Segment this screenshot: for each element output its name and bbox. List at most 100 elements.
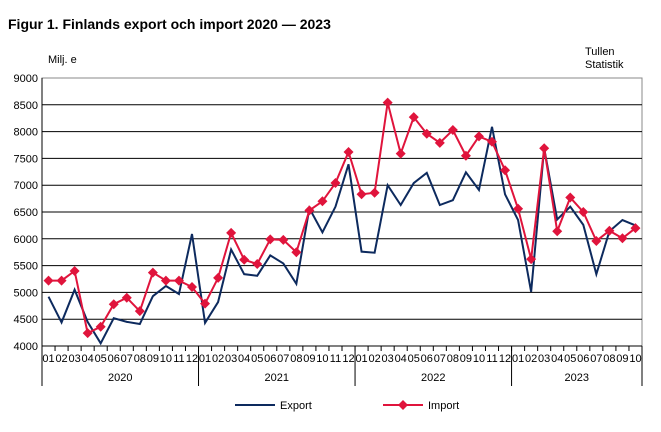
x-tick-label: 10: [629, 353, 641, 365]
x-tick-label: 02: [212, 353, 224, 365]
data-point: [591, 235, 602, 246]
y-tick-label: 8000: [14, 127, 38, 139]
data-point: [121, 292, 132, 303]
data-point: [604, 225, 615, 236]
x-tick-label: 03: [538, 353, 550, 365]
x-tick-label: 06: [108, 353, 120, 365]
data-point: [473, 131, 484, 142]
data-point: [330, 178, 341, 189]
legend-label: Import: [428, 400, 459, 412]
x-tick-label: 06: [577, 353, 589, 365]
x-tick-label: 03: [382, 353, 394, 365]
data-point: [382, 97, 393, 108]
x-tick-label: 12: [342, 353, 354, 365]
x-tick-label: 01: [512, 353, 524, 365]
x-tick-label: 09: [460, 353, 472, 365]
x-tick-label: 04: [238, 353, 250, 365]
x-tick-label: 09: [303, 353, 315, 365]
x-tick-label: 05: [408, 353, 420, 365]
x-tick-label: 09: [147, 353, 159, 365]
data-point: [278, 234, 289, 245]
y-tick-label: 7000: [14, 180, 38, 192]
data-point: [147, 267, 158, 278]
x-tick-label: 02: [525, 353, 537, 365]
data-point: [265, 234, 276, 245]
x-tick-label: 10: [473, 353, 485, 365]
x-tick-label: 07: [121, 353, 133, 365]
data-point: [56, 275, 67, 286]
data-point: [173, 275, 184, 286]
x-tick-label: 05: [564, 353, 576, 365]
series-line-import: [48, 102, 637, 335]
y-tick-label: 5000: [14, 287, 38, 299]
data-point: [487, 136, 497, 147]
data-point: [43, 275, 54, 286]
x-tick-label: 02: [368, 353, 380, 365]
data-point: [213, 272, 224, 283]
year-label: 2021: [265, 372, 289, 384]
x-tick-label: 12: [499, 353, 511, 365]
x-tick-label: 11: [173, 353, 184, 365]
data-point: [539, 143, 550, 154]
data-point: [434, 137, 445, 148]
x-tick-label: 02: [55, 353, 67, 365]
x-tick-label: 06: [421, 353, 433, 365]
series-line-export: [47, 126, 636, 346]
y-tick-label: 4000: [14, 341, 38, 353]
x-tick-label: 04: [395, 353, 407, 365]
data-point: [447, 124, 458, 135]
x-tick-label: 07: [434, 353, 446, 365]
data-point: [108, 299, 119, 310]
data-point: [82, 328, 93, 339]
data-point: [304, 205, 315, 216]
source-line: Tullen: [585, 46, 615, 58]
data-point: [617, 233, 628, 244]
data-point: [160, 275, 171, 286]
y-tick-label: 4500: [14, 314, 38, 326]
data-point: [395, 148, 406, 159]
x-tick-label: 08: [134, 353, 146, 365]
data-point: [291, 247, 302, 258]
year-label: 2020: [108, 372, 132, 384]
data-point: [408, 112, 419, 123]
y-tick-label: 8500: [14, 100, 38, 112]
source-line: Statistik: [585, 59, 624, 71]
data-point: [552, 226, 563, 237]
legend-label: Export: [280, 400, 312, 412]
x-tick-label: 08: [603, 353, 615, 365]
data-point: [69, 265, 80, 276]
data-point: [565, 192, 576, 203]
x-tick-label: 03: [225, 353, 237, 365]
data-point: [317, 196, 328, 207]
data-point: [134, 306, 145, 317]
data-point: [226, 227, 237, 238]
legend-marker: [398, 400, 408, 410]
data-point: [239, 254, 250, 265]
data-point: [526, 254, 537, 265]
source-label: Tullen Statistik: [585, 46, 624, 72]
data-point: [578, 207, 589, 217]
x-tick-label: 01: [355, 353, 367, 365]
data-point: [252, 258, 263, 269]
x-tick-label: 05: [95, 353, 107, 365]
year-label: 2022: [421, 372, 445, 384]
data-point: [421, 128, 432, 139]
x-tick-label: 01: [42, 353, 54, 365]
x-tick-label: 11: [330, 353, 341, 365]
data-point: [187, 282, 197, 293]
x-tick-label: 06: [264, 353, 276, 365]
chart-title: Figur 1. Finlands export och import 2020…: [8, 16, 331, 32]
x-tick-label: 04: [551, 353, 563, 365]
y-tick-label: 7500: [14, 153, 38, 165]
y-tick-label: 6000: [14, 234, 38, 246]
x-tick-label: 10: [160, 353, 172, 365]
data-point: [460, 150, 471, 161]
y-tick-label: 6500: [14, 207, 38, 219]
x-tick-label: 08: [447, 353, 459, 365]
data-point: [343, 146, 354, 157]
data-point: [630, 223, 641, 234]
x-tick-label: 07: [277, 353, 289, 365]
data-point: [356, 189, 367, 200]
x-tick-label: 07: [590, 353, 602, 365]
